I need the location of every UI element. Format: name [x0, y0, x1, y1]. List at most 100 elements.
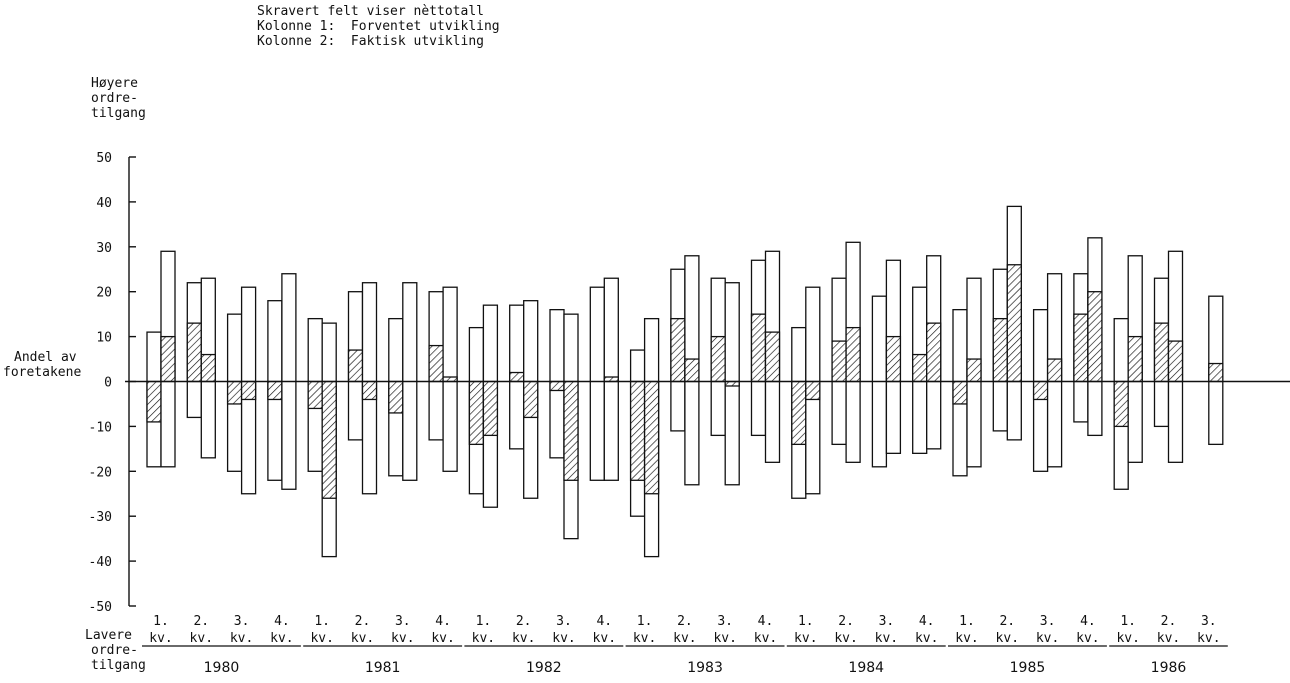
actual-net	[1208, 362, 1224, 383]
y-tick-label: 0	[104, 376, 112, 391]
quarter-number: 4.	[274, 614, 290, 629]
quarter-kv: kv.	[834, 631, 857, 646]
actual-net	[643, 380, 660, 495]
expected-net	[791, 380, 807, 446]
expected-net	[1153, 322, 1170, 383]
quarter-number: 4.	[758, 614, 774, 629]
quarter-number: 1.	[959, 614, 975, 629]
quarter-kv: kv.	[310, 631, 333, 646]
expected-net	[468, 380, 485, 446]
expected-net	[186, 322, 202, 383]
expected-net	[267, 380, 283, 401]
quarter-number: 2.	[838, 614, 854, 629]
quarter-number: 3.	[879, 614, 895, 629]
y-tick-label: -30	[89, 510, 112, 525]
quarter-kv: kv.	[1116, 631, 1139, 646]
quarter-number: 2.	[999, 614, 1015, 629]
quarter-number: 1.	[153, 614, 169, 629]
quarter-kv: kv.	[1076, 631, 1099, 646]
quarter-kv: kv.	[230, 631, 253, 646]
y-tick-label: 10	[96, 331, 112, 346]
expected-net	[710, 335, 726, 383]
quarter-kv: kv.	[633, 631, 656, 646]
actual-net	[200, 353, 216, 383]
quarter-kv: kv.	[552, 631, 575, 646]
expected-net	[1113, 380, 1129, 428]
quarter-number: 1.	[798, 614, 814, 629]
bottom-label-1: Lavere	[85, 628, 132, 643]
actual-net	[966, 358, 982, 383]
expected-net	[307, 380, 323, 410]
y-tick-label: -10	[89, 420, 112, 435]
expected-net	[912, 353, 928, 383]
expected-net	[670, 317, 686, 383]
actual-net	[321, 380, 337, 499]
expected-net	[509, 371, 525, 383]
quarter-kv: kv.	[351, 631, 374, 646]
y-tick-label: 40	[96, 196, 112, 211]
expected-net	[347, 349, 364, 383]
year-label: 1985	[1010, 660, 1046, 676]
note-line-3: Kolonne 2: Faktisk utvikling	[257, 34, 484, 49]
quarter-number: 4.	[435, 614, 451, 629]
bottom-label-2: ordre-	[91, 643, 138, 658]
quarter-number: 1.	[637, 614, 653, 629]
actual-net	[1046, 358, 1063, 383]
quarter-number: 2.	[516, 614, 532, 629]
note-line-2: Kolonne 1: Forventet utvikling	[257, 19, 500, 34]
actual-net	[240, 380, 257, 401]
quarter-number: 1.	[476, 614, 492, 629]
actual-net	[845, 326, 861, 383]
quarter-kv: kv.	[875, 631, 898, 646]
quarter-number: 2.	[355, 614, 371, 629]
quarter-kv: kv.	[673, 631, 696, 646]
actual-net	[160, 335, 176, 383]
expected-net	[952, 380, 968, 405]
y-tick-label: 50	[96, 151, 112, 166]
middle-label-1: Andel av	[14, 350, 77, 365]
top-label-2: ordre-	[91, 91, 138, 106]
quarter-number: 4.	[1080, 614, 1096, 629]
year-label: 1983	[687, 660, 723, 676]
y-tick-label: -20	[89, 465, 112, 480]
quarter-kv: kv.	[754, 631, 777, 646]
quarter-number: 4.	[919, 614, 935, 629]
quarter-number: 3.	[1040, 614, 1056, 629]
top-label-3: tilgang	[91, 106, 146, 121]
expected-net	[750, 313, 767, 383]
actual-net	[1167, 340, 1184, 383]
quarter-kv: kv.	[915, 631, 938, 646]
quarter-kv: kv.	[593, 631, 616, 646]
quarter-kv: kv.	[472, 631, 495, 646]
bottom-label-3: tilgang	[91, 658, 146, 673]
quarter-kv: kv.	[955, 631, 978, 646]
expected-net	[226, 380, 243, 405]
year-label: 1980	[204, 660, 240, 676]
quarter-kv: kv.	[713, 631, 736, 646]
y-tick-label: 20	[96, 286, 112, 301]
expected-net	[146, 380, 162, 423]
expected-net	[428, 344, 444, 383]
actual-net	[1006, 264, 1022, 383]
quarter-number: 3.	[395, 614, 411, 629]
quarter-number: 2.	[677, 614, 693, 629]
expected-bar	[589, 286, 605, 481]
year-label: 1982	[526, 660, 562, 676]
note-line-1: Skravert felt viser nèttotall	[257, 4, 484, 19]
x-axis-labels: 1. kv. 2. kv. 3. kv. 4. kv. 1. kv. 2. kv. 3. kv. 4. kv.…	[142, 614, 1228, 676]
quarter-kv: kv.	[1197, 631, 1220, 646]
expected-net	[1032, 380, 1049, 401]
actual-net	[523, 380, 539, 419]
expected-net	[992, 317, 1008, 383]
y-tick-label: -50	[89, 600, 112, 615]
quarter-number: 2.	[1161, 614, 1177, 629]
expected-net	[549, 380, 565, 392]
y-tick-label: 30	[96, 241, 112, 256]
quarter-kv: kv.	[512, 631, 535, 646]
expected-net	[831, 340, 847, 383]
actual-net	[361, 380, 378, 401]
actual-net	[764, 331, 781, 383]
actual-net	[482, 380, 499, 437]
expected-net	[629, 380, 646, 481]
